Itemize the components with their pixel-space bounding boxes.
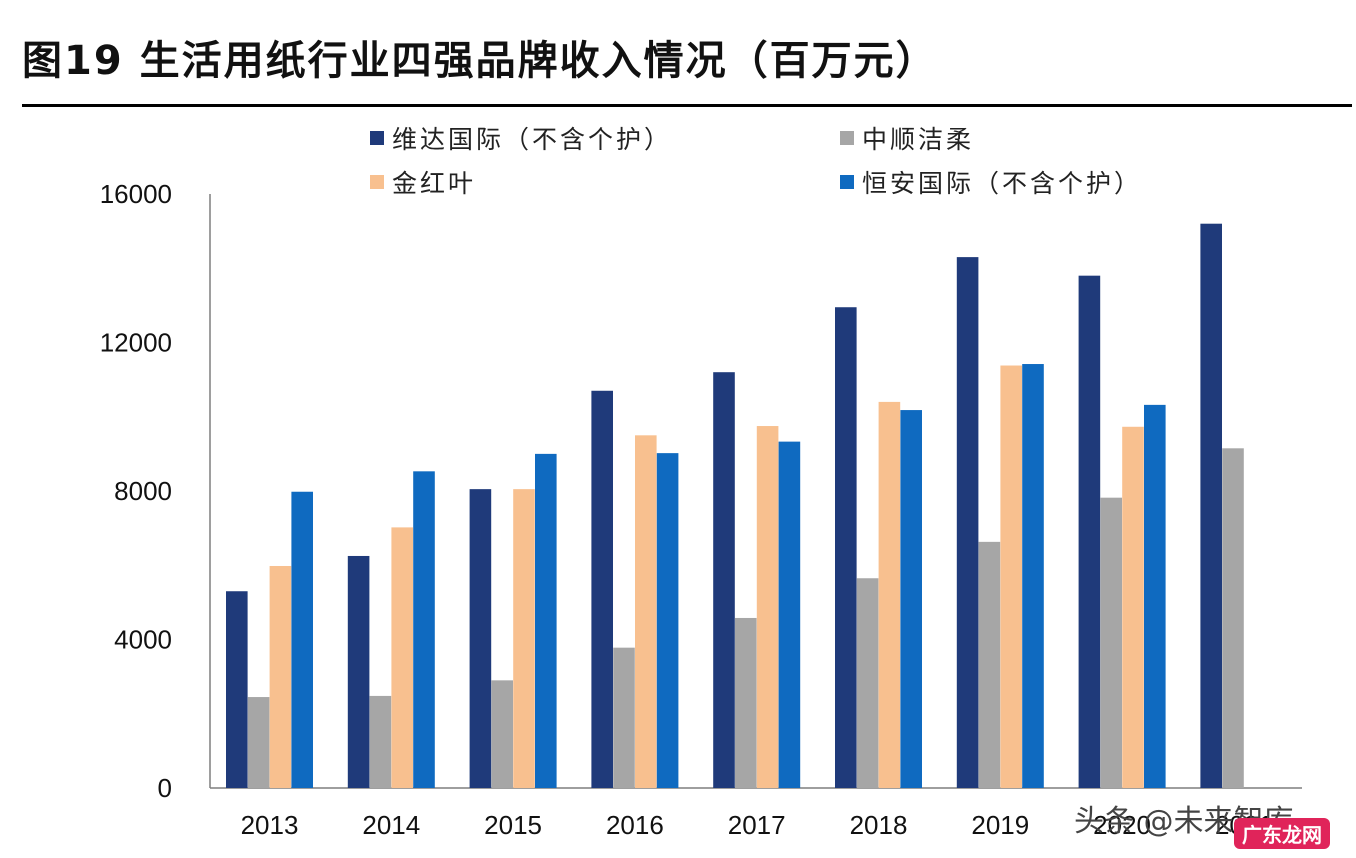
legend-swatch [370, 131, 384, 145]
bar-2020-series-1 [1078, 275, 1101, 788]
bar-2015-series-2 [491, 680, 513, 788]
bar-2018-series-1 [835, 307, 857, 788]
bars [226, 223, 1244, 788]
bar-2017-series-2 [735, 617, 757, 788]
bar-2014-series-3 [391, 527, 413, 788]
bar-2018-series-4 [900, 410, 922, 788]
title-rule [22, 104, 1352, 107]
legend-swatch [370, 175, 384, 189]
x-tick-label: 2016 [606, 810, 664, 840]
bar-2017-series-3 [756, 426, 779, 788]
bar-2019-series-4 [1022, 364, 1044, 788]
x-tick-label: 2018 [850, 810, 908, 840]
legend-swatch [840, 175, 854, 189]
bar-2019-series-1 [956, 257, 979, 788]
bar-2015-series-3 [513, 489, 535, 788]
x-tick-label: 2015 [484, 810, 542, 840]
bar-2019-series-2 [978, 541, 1001, 788]
bar-2014-series-4 [413, 471, 435, 788]
bar-2016-series-4 [656, 453, 679, 788]
x-tick-label: 2020 [1093, 810, 1151, 840]
bar-2016-series-3 [635, 435, 657, 788]
bar-2014-series-2 [369, 695, 392, 788]
bar-2017-series-4 [778, 441, 801, 788]
bar-2013-series-3 [269, 565, 292, 788]
bar-2013-series-1 [226, 591, 248, 788]
bar-2017-series-1 [713, 372, 735, 788]
bar-2013-series-2 [247, 697, 270, 788]
y-tick-label: 0 [158, 773, 172, 803]
legend-swatch [840, 131, 854, 145]
bar-2015-series-4 [535, 453, 557, 788]
bar-2019-series-3 [1000, 365, 1022, 788]
y-tick-label: 16000 [100, 179, 172, 209]
bar-2015-series-1 [469, 489, 492, 788]
x-tick-label: 2017 [728, 810, 786, 840]
legend-label: 维达国际（不含个护） [392, 126, 672, 154]
y-tick-label: 4000 [114, 625, 172, 655]
bar-2020-series-3 [1122, 426, 1144, 788]
bar-2013-series-4 [291, 491, 313, 788]
bar-2016-series-1 [591, 390, 613, 788]
bar-2021-series-2 [1222, 448, 1244, 788]
bar-2018-series-2 [856, 578, 879, 788]
bar-2021-series-1 [1200, 223, 1222, 788]
bar-2016-series-2 [613, 647, 635, 788]
tick-labels: 0 4000 8000 12000 16000 2013 2014 2015 2016 2017 2… [100, 179, 1273, 840]
x-tick-label: 2013 [241, 810, 299, 840]
page-title: 图19 生活用纸行业四强品牌收入情况（百万元） [22, 38, 938, 84]
y-tick-label: 8000 [114, 476, 172, 506]
legend-label: 中顺洁柔 [862, 126, 974, 154]
bar-2020-series-4 [1144, 404, 1166, 788]
legend-label: 恒安国际（不含个护） [862, 170, 1142, 198]
x-tick-label: 2014 [362, 810, 420, 840]
bar-2014-series-1 [347, 555, 370, 788]
watermark-badge: 广东龙网 [1234, 818, 1330, 849]
legend-label: 金红叶 [392, 170, 476, 198]
x-tick-label: 2019 [971, 810, 1029, 840]
bar-2018-series-3 [878, 401, 901, 788]
bar-2020-series-2 [1100, 497, 1122, 788]
y-tick-label: 12000 [100, 328, 172, 358]
